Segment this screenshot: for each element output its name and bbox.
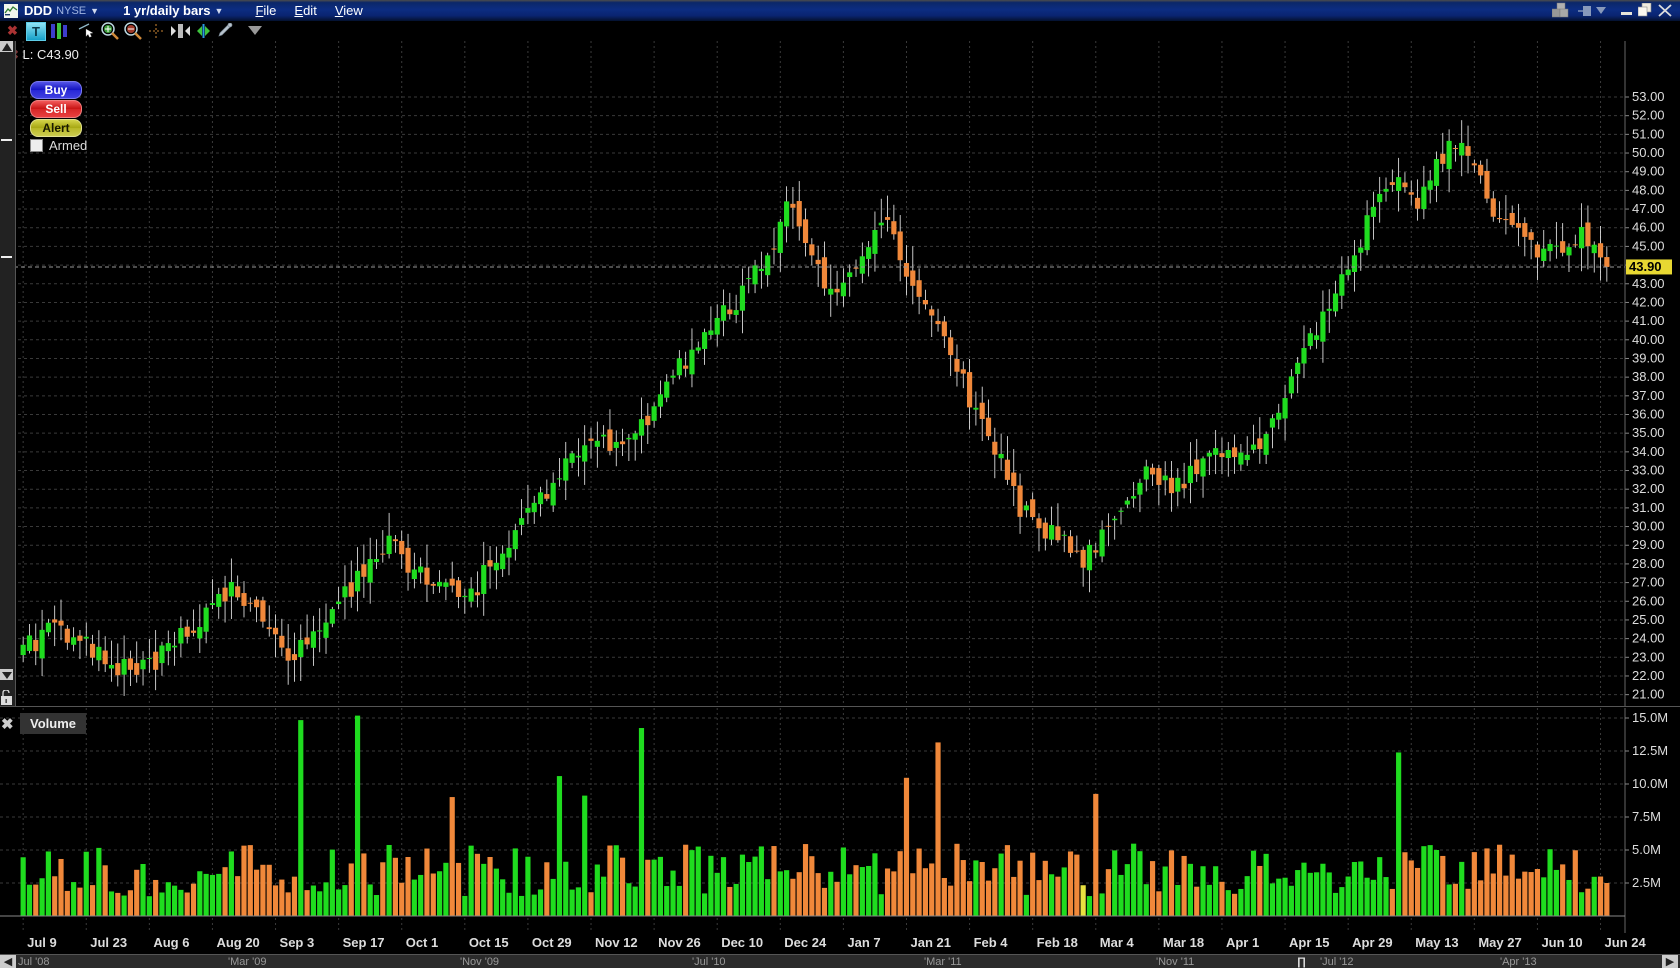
svg-text:Jan 7: Jan 7 [847, 935, 880, 950]
svg-text:5.0M: 5.0M [1632, 842, 1661, 857]
svg-text:53.00: 53.00 [1632, 89, 1665, 104]
svg-text:48.00: 48.00 [1632, 182, 1665, 197]
svg-text:40.00: 40.00 [1632, 332, 1665, 347]
svg-text:41.00: 41.00 [1632, 313, 1665, 328]
svg-text:Mar 4: Mar 4 [1100, 935, 1135, 950]
svg-text:23.00: 23.00 [1632, 649, 1665, 664]
svg-text:Mar 18: Mar 18 [1163, 935, 1204, 950]
svg-text:29.00: 29.00 [1632, 537, 1665, 552]
svg-text:May 13: May 13 [1415, 935, 1458, 950]
svg-text:Apr 29: Apr 29 [1352, 935, 1392, 950]
svg-text:28.00: 28.00 [1632, 556, 1665, 571]
svg-text:32.00: 32.00 [1632, 481, 1665, 496]
svg-text:50.00: 50.00 [1632, 145, 1665, 160]
svg-text:30.00: 30.00 [1632, 519, 1665, 534]
svg-text:12.5M: 12.5M [1632, 743, 1668, 758]
svg-text:47.00: 47.00 [1632, 201, 1665, 216]
svg-text:36.00: 36.00 [1632, 407, 1665, 422]
svg-text:May 27: May 27 [1478, 935, 1521, 950]
svg-text:33.00: 33.00 [1632, 463, 1665, 478]
svg-text:45.00: 45.00 [1632, 238, 1665, 253]
svg-text:Aug 6: Aug 6 [153, 935, 189, 950]
svg-text:Nov 26: Nov 26 [658, 935, 701, 950]
svg-text:46.00: 46.00 [1632, 220, 1665, 235]
svg-text:25.00: 25.00 [1632, 612, 1665, 627]
svg-text:31.00: 31.00 [1632, 500, 1665, 515]
svg-text:24.00: 24.00 [1632, 631, 1665, 646]
svg-text:Oct 15: Oct 15 [469, 935, 509, 950]
svg-text:34.00: 34.00 [1632, 444, 1665, 459]
svg-text:Sep 17: Sep 17 [343, 935, 385, 950]
svg-text:Jan 21: Jan 21 [910, 935, 950, 950]
svg-text:Oct 1: Oct 1 [406, 935, 439, 950]
svg-text:43.90: 43.90 [1629, 259, 1662, 274]
svg-text:Apr 15: Apr 15 [1289, 935, 1329, 950]
svg-text:✖: ✖ [7, 25, 18, 37]
svg-text:35.00: 35.00 [1632, 425, 1665, 440]
svg-text:26.00: 26.00 [1632, 593, 1665, 608]
svg-text:15.0M: 15.0M [1632, 710, 1668, 725]
svg-text:2.5M: 2.5M [1632, 875, 1661, 890]
svg-text:10.0M: 10.0M [1632, 776, 1668, 791]
svg-text:Apr 1: Apr 1 [1226, 935, 1259, 950]
svg-text:Feb 4: Feb 4 [974, 935, 1009, 950]
svg-text:Jun 10: Jun 10 [1541, 935, 1582, 950]
svg-text:39.00: 39.00 [1632, 350, 1665, 365]
svg-text:7.5M: 7.5M [1632, 809, 1661, 824]
svg-text:Jul 23: Jul 23 [90, 935, 127, 950]
svg-text:Jun 24: Jun 24 [1605, 935, 1647, 950]
svg-text:Jul 9: Jul 9 [27, 935, 57, 950]
svg-text:49.00: 49.00 [1632, 164, 1665, 179]
svg-text:Dec 24: Dec 24 [784, 935, 827, 950]
svg-text:Oct 29: Oct 29 [532, 935, 572, 950]
svg-text:Feb 18: Feb 18 [1037, 935, 1078, 950]
svg-text:37.00: 37.00 [1632, 388, 1665, 403]
svg-text:51.00: 51.00 [1632, 126, 1665, 141]
svg-text:21.00: 21.00 [1632, 687, 1665, 702]
svg-text:27.00: 27.00 [1632, 575, 1665, 590]
svg-text:22.00: 22.00 [1632, 668, 1665, 683]
svg-text:52.00: 52.00 [1632, 108, 1665, 123]
svg-text:20.00: 20.00 [1632, 705, 1665, 706]
svg-text:Sep 3: Sep 3 [280, 935, 315, 950]
svg-text:Aug 20: Aug 20 [216, 935, 259, 950]
svg-text:38.00: 38.00 [1632, 369, 1665, 384]
svg-text:Nov 12: Nov 12 [595, 935, 638, 950]
svg-text:42.00: 42.00 [1632, 294, 1665, 309]
svg-text:43.00: 43.00 [1632, 276, 1665, 291]
svg-text:Dec 10: Dec 10 [721, 935, 763, 950]
